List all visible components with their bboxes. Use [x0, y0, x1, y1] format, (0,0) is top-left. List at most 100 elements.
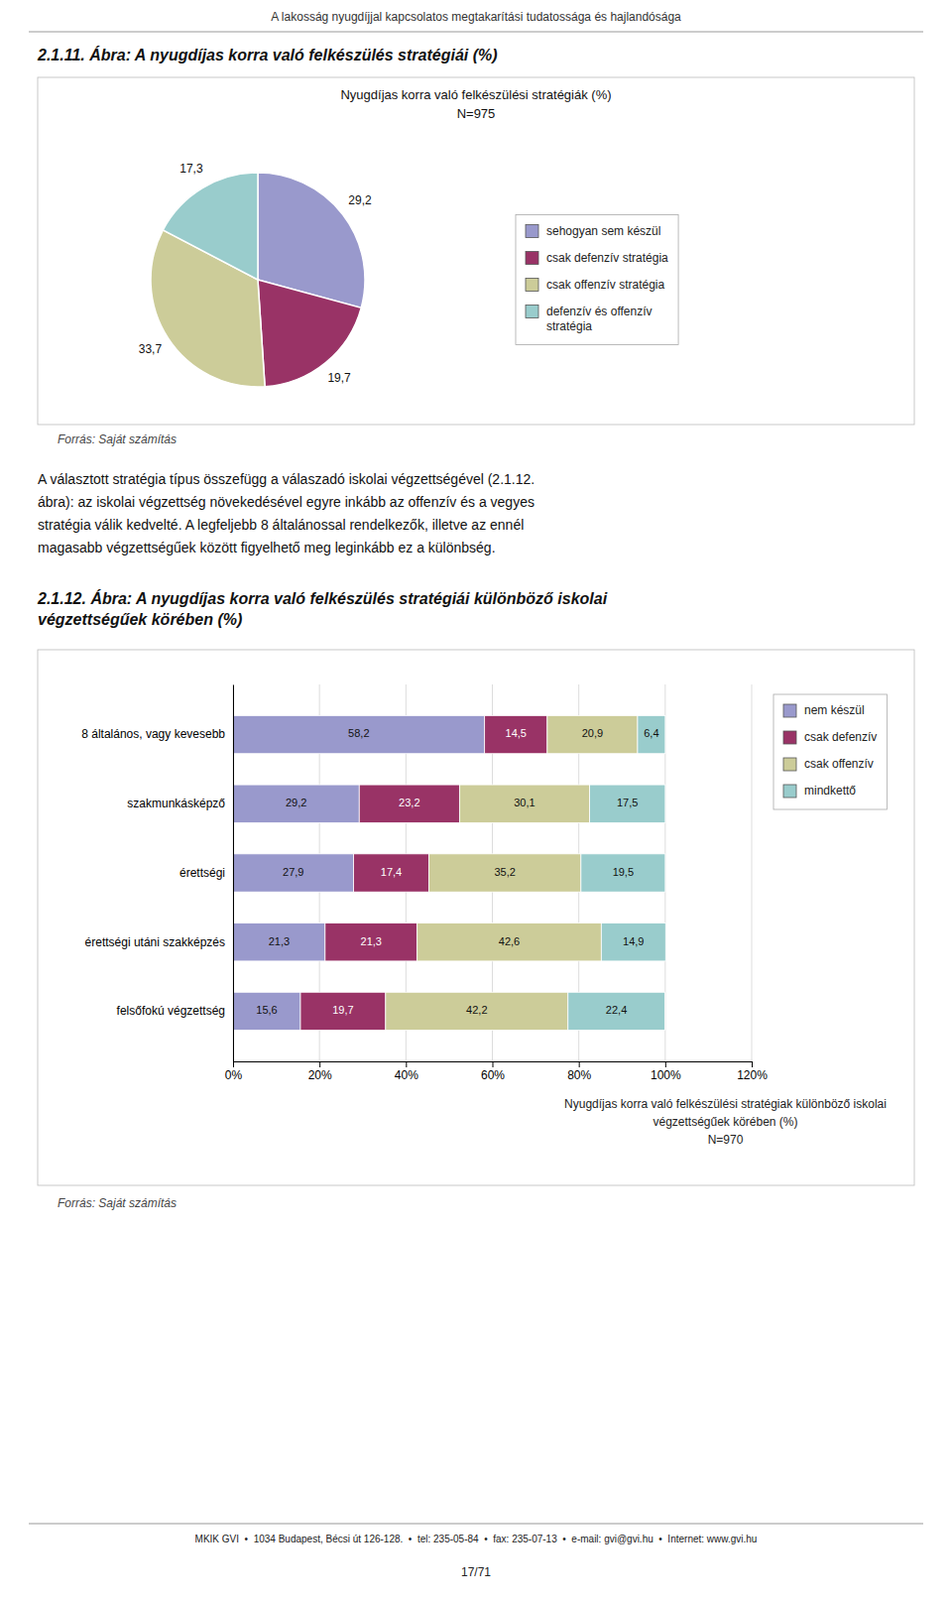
- bar: [233, 714, 485, 753]
- data-label: 21,3: [360, 935, 382, 948]
- data-label: 27,9: [282, 865, 304, 878]
- data-label: 14,5: [505, 726, 527, 739]
- x-tick: 40%: [394, 1061, 419, 1082]
- data-label: 17,5: [616, 796, 638, 809]
- x-axis-line: [234, 1062, 753, 1069]
- legend-item: sehogyan sem készül: [525, 223, 661, 238]
- chart-title-line: végzettségűek körében (%): [37, 610, 242, 628]
- body-text-line: magasabb végzettségűek között figyelhető…: [37, 539, 496, 556]
- legend-label-line: csak offenzív: [804, 756, 874, 771]
- legend-label: mindkettő: [804, 783, 856, 798]
- legend-label: csak defenzív stratégia: [546, 249, 669, 264]
- body-text-line: A választott stratégia típus összefügg a…: [37, 471, 535, 487]
- data-label: 33,7: [138, 342, 163, 357]
- y-tick: felsőfokú végzettség: [117, 1003, 234, 1018]
- legend-label-line: sehogyan sem készül: [546, 223, 661, 238]
- bar: [637, 714, 666, 753]
- separator: [28, 31, 924, 33]
- bars: [233, 714, 666, 1030]
- legend-item: csak defenzív: [783, 729, 877, 744]
- y-tick-label: érettségi utáni szakképzés: [85, 935, 226, 950]
- data-label: 19,7: [332, 1003, 354, 1016]
- bar: [568, 991, 666, 1030]
- chart-title: 2.1.12. Ábra: A nyugdíjas korra való fel…: [36, 589, 608, 628]
- y-tick: érettségi utáni szakképzés: [85, 935, 234, 950]
- y-tick-label: érettségi: [179, 865, 226, 880]
- pie: 29,219,733,717,3: [138, 161, 372, 387]
- body-text-line: ábra): az iskolai végzettség növekedésév…: [37, 493, 535, 510]
- legend-item: nem készül: [783, 703, 865, 717]
- chart-title: 2.1.11. Ábra: A nyugdíjas korra való fel…: [36, 45, 498, 64]
- data-label: 29,2: [348, 193, 372, 208]
- data-label: 6,4: [643, 726, 659, 739]
- x-tick-label: 20%: [308, 1068, 333, 1082]
- x-tick: 0%: [225, 1061, 243, 1082]
- bar: [233, 853, 355, 892]
- grid-line: [751, 684, 753, 1062]
- data-label: 17,4: [380, 865, 402, 878]
- legend-label: sehogyan sem készül: [546, 223, 661, 238]
- chart-subtitle: Nyugdíjas korra való felkészülési straté…: [340, 87, 611, 121]
- page: A lakosság nyugdíjjal kapcsolatos megtak…: [0, 0, 952, 1600]
- plot-area: 58,229,227,921,315,614,523,217,421,319,7…: [81, 684, 768, 1082]
- pie-chart: 2.1.11. Ábra: A nyugdíjas korra való fel…: [36, 45, 915, 447]
- y-tick-label: szakmunkásképző: [126, 796, 226, 811]
- bar: [385, 991, 569, 1030]
- page-background: [0, 0, 952, 1600]
- chart-title-line: 2.1.11. Ábra: A nyugdíjas korra való fel…: [36, 45, 498, 64]
- y-axis: 8 általános, vagy kevesebb szakmunkásképz…: [81, 685, 234, 1063]
- legend-item: csak offenzív stratégia: [525, 276, 666, 291]
- bar-chart: 2.1.12. Ábra: A nyugdíjas korra való fel…: [36, 589, 915, 1210]
- data-label: 29,2: [285, 796, 307, 809]
- legend-item: defenzív és offenzívstratégia: [525, 303, 653, 333]
- legend-item: mindkettő: [783, 783, 856, 798]
- legend: sehogyan sem készül csak defenzív stratég…: [515, 215, 679, 346]
- x-tick-mark: [233, 1061, 235, 1068]
- chart-title-line: 2.1.12. Ábra: A nyugdíjas korra való fel…: [36, 589, 608, 607]
- data-label: 15,6: [255, 1003, 277, 1016]
- bar: [233, 923, 326, 961]
- legend-label: defenzív és offenzívstratégia: [546, 303, 653, 333]
- y-tick: 8 általános, vagy kevesebb: [81, 726, 234, 741]
- source-note: Forrás: Saját számítás: [57, 1195, 177, 1210]
- data-label: 22,4: [605, 1003, 627, 1016]
- bar: [358, 784, 460, 823]
- bar: [590, 784, 666, 823]
- legend-label-line: mindkettő: [804, 783, 856, 798]
- data-label: 42,2: [466, 1003, 487, 1016]
- bar: [581, 853, 666, 892]
- grid: [233, 684, 752, 1062]
- x-axis-title-line: végzettségűek körében (%): [652, 1114, 798, 1129]
- legend-swatch: [783, 730, 797, 744]
- data-label: 23,2: [398, 796, 420, 809]
- separator: [28, 1523, 924, 1525]
- bar: [233, 991, 301, 1030]
- legend-swatch: [783, 704, 797, 717]
- data-label: 14,9: [622, 935, 644, 948]
- legend-label: nem készül: [804, 703, 865, 717]
- data-label: 21,3: [268, 935, 290, 948]
- x-tick: 120%: [736, 1061, 768, 1082]
- page-number-line: 17/71: [461, 1564, 491, 1579]
- bar: [484, 714, 548, 753]
- legend-swatch: [525, 225, 539, 238]
- x-tick: 60%: [480, 1061, 505, 1082]
- legend-swatch: [525, 278, 539, 292]
- pie-slice: [162, 172, 258, 280]
- x-tick: 80%: [567, 1061, 592, 1082]
- legend: nem készül csak defenzív csak offenzív mind…: [773, 694, 887, 810]
- bar-series: [300, 714, 548, 1030]
- page-title-line: A lakosság nyugdíjjal kapcsolatos megtak…: [270, 9, 682, 24]
- legend-label-line: defenzív és offenzív: [546, 303, 653, 318]
- legend-frame: [773, 694, 887, 810]
- legend-label-line: csak defenzív: [804, 729, 877, 744]
- data-label: 35,2: [493, 865, 515, 878]
- data-labels: 58,229,227,921,315,614,523,217,421,319,7…: [255, 726, 659, 1016]
- bar: [459, 784, 590, 823]
- body-text-line: stratégia válik kedvelté. A legfeljebb 8…: [37, 516, 524, 533]
- x-tick-mark: [579, 1061, 581, 1068]
- chart-subtitle-line: N=975: [457, 106, 496, 121]
- x-axis-title-line: N=970: [708, 1132, 744, 1147]
- source-note-line: Forrás: Saját számítás: [57, 432, 177, 447]
- x-tick-label: 80%: [567, 1068, 592, 1082]
